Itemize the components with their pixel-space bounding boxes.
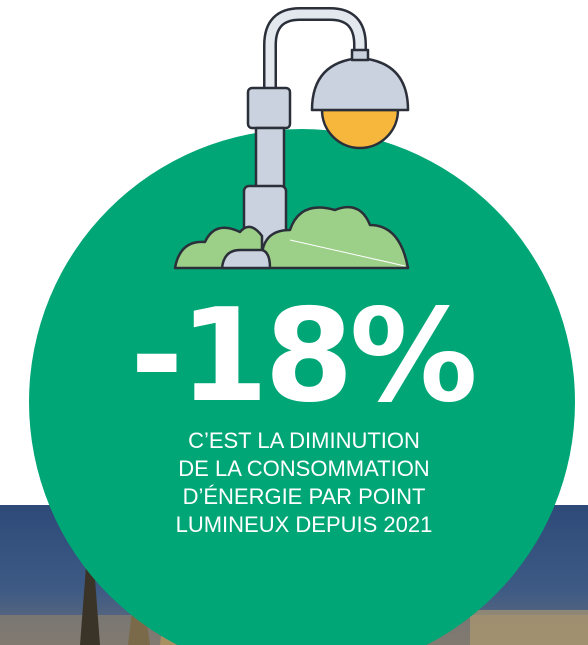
infographic: -18% C’EST LA DIMINUTION DE LA CONSOMMATI… [0, 0, 588, 645]
caption-line: LUMINEUX DEPUIS 2021 [176, 512, 433, 537]
page: {"headline": "-18%", "caption": ["C’EST … [0, 0, 588, 645]
caption-line: DE LA CONSOMMATION [178, 456, 429, 481]
headline: -18% [130, 282, 474, 431]
caption-line: D’ÉNERGIE PAR POINT [183, 484, 426, 509]
caption-line: C’EST LA DIMINUTION [188, 428, 420, 453]
